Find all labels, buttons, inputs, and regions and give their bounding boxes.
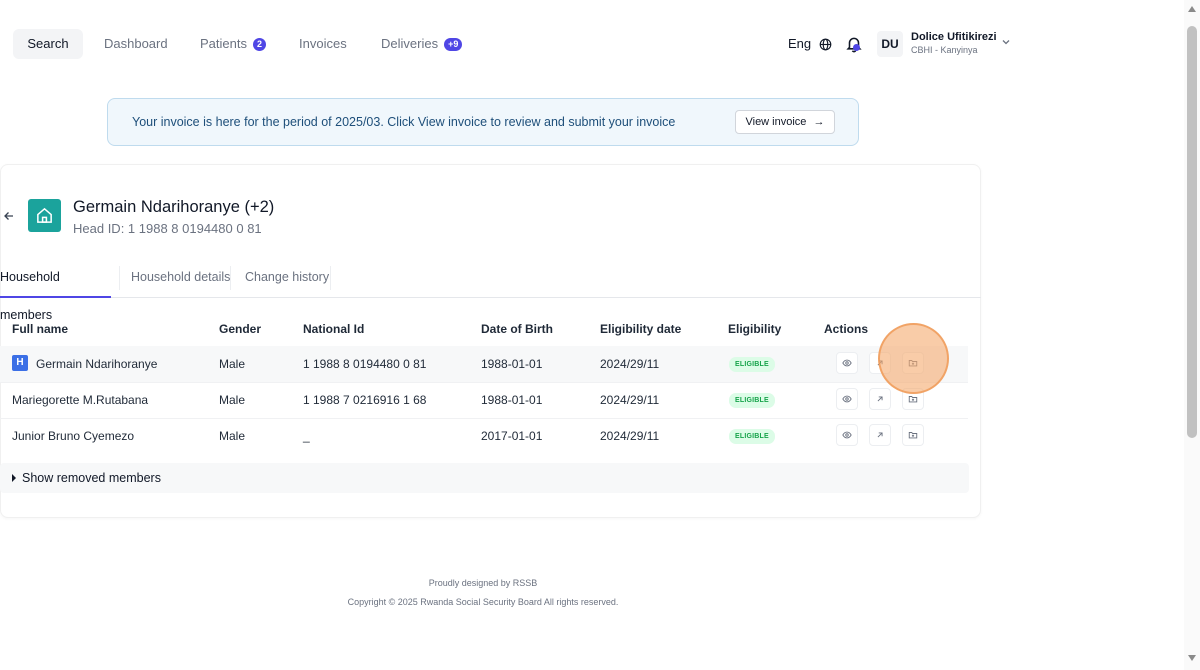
eye-icon bbox=[842, 431, 852, 439]
caret-right-icon bbox=[12, 474, 16, 482]
column-header-gender: Gender bbox=[219, 322, 262, 336]
show-removed-members-toggle[interactable]: Show removed members bbox=[0, 463, 969, 493]
tab-household-members[interactable]: Household members bbox=[0, 258, 111, 322]
home-icon bbox=[37, 207, 52, 223]
arrow-up-right-icon bbox=[877, 396, 883, 402]
scroll-down-arrow-icon[interactable] bbox=[1188, 655, 1196, 661]
view-button[interactable] bbox=[836, 352, 858, 374]
footer-credit: Proudly designed by RSSB bbox=[428, 578, 538, 588]
nav-invoices[interactable]: Invoices bbox=[299, 36, 347, 51]
footer-copyright: Copyright © 2025 Rwanda Social Security … bbox=[347, 597, 619, 607]
household-tabs: Household members Household details Chan… bbox=[0, 258, 981, 322]
vertical-scrollbar[interactable] bbox=[1184, 0, 1200, 670]
banner-message: Your invoice is here for the period of 2… bbox=[132, 115, 676, 129]
nav-patients[interactable]: Patients 2 bbox=[200, 29, 266, 59]
member-eligibility-date: 2024/29/11 bbox=[600, 393, 660, 407]
top-navigation: Search Dashboard Patients 2 Invoices Deli… bbox=[0, 0, 1184, 88]
member-national-id: 1 1988 8 0194480 0 81 bbox=[303, 357, 427, 371]
nav-patients-label: Patients bbox=[200, 36, 247, 51]
member-name: Mariegorette M.Rutabana bbox=[12, 393, 149, 407]
eligibility-badge: ELIGIBLE bbox=[729, 393, 775, 408]
eligibility-badge: ELIGIBLE bbox=[729, 429, 775, 444]
row-divider bbox=[0, 382, 968, 383]
arrow-up-right-icon bbox=[877, 432, 883, 438]
tab-household-details[interactable]: Household details bbox=[131, 270, 231, 284]
household-card bbox=[0, 164, 981, 518]
view-button[interactable] bbox=[836, 388, 858, 410]
table-row: H Germain Ndarihoranye Male 1 1988 8 019… bbox=[0, 346, 968, 382]
row-divider bbox=[0, 418, 968, 419]
column-header-eligibility: Eligibility bbox=[728, 322, 782, 336]
eye-icon bbox=[842, 395, 852, 403]
deliveries-count-badge: +9 bbox=[444, 38, 463, 51]
nav-dashboard[interactable]: Dashboard bbox=[104, 36, 168, 51]
eye-icon bbox=[842, 359, 852, 367]
nav-deliveries[interactable]: Deliveries +9 bbox=[381, 29, 463, 59]
member-dob: 1988-01-01 bbox=[481, 393, 543, 407]
member-eligibility-date: 2024/29/11 bbox=[600, 429, 660, 443]
patients-count-badge: 2 bbox=[252, 38, 266, 51]
member-national-id: _ bbox=[303, 429, 310, 443]
household-title: Germain Ndarihoranye (+2) bbox=[73, 198, 275, 216]
household-avatar bbox=[28, 199, 61, 232]
member-gender: Male bbox=[219, 357, 246, 371]
member-gender: Male bbox=[219, 429, 246, 443]
member-name: Germain Ndarihoranye bbox=[36, 357, 158, 371]
globe-icon bbox=[819, 38, 832, 51]
eligibility-badge: ELIGIBLE bbox=[729, 357, 775, 372]
chevron-down-icon[interactable] bbox=[1001, 37, 1011, 47]
tab-divider bbox=[330, 266, 331, 290]
click-indicator bbox=[878, 323, 949, 394]
scrollbar-thumb[interactable] bbox=[1187, 26, 1197, 438]
scroll-up-arrow-icon[interactable] bbox=[1188, 6, 1196, 12]
show-removed-members-label: Show removed members bbox=[22, 471, 161, 485]
member-name: Junior Bruno Cyemezo bbox=[12, 429, 135, 443]
view-invoice-button[interactable]: View invoice → bbox=[735, 110, 835, 134]
folder-plus-icon bbox=[908, 396, 918, 403]
member-national-id: 1 1988 7 0216916 1 68 bbox=[303, 393, 427, 407]
back-arrow-icon[interactable] bbox=[3, 210, 15, 222]
nav-deliveries-label: Deliveries bbox=[381, 36, 439, 51]
transfer-button[interactable] bbox=[869, 388, 891, 410]
move-to-folder-button[interactable] bbox=[902, 424, 924, 446]
member-dob: 2017-01-01 bbox=[481, 429, 543, 443]
avatar[interactable]: DU bbox=[877, 31, 903, 57]
nav-search[interactable]: Search bbox=[13, 29, 83, 59]
household-head-id: Head ID: 1 1988 8 0194480 0 81 bbox=[73, 221, 262, 236]
column-header-eligibility-date: Eligibility date bbox=[600, 322, 682, 336]
folder-plus-icon bbox=[908, 432, 918, 439]
language-label: Eng bbox=[788, 36, 812, 51]
view-invoice-label: View invoice bbox=[745, 116, 807, 128]
column-header-date-of-birth: Date of Birth bbox=[481, 322, 553, 336]
invoice-banner: Your invoice is here for the period of 2… bbox=[107, 98, 859, 146]
member-dob: 1988-01-01 bbox=[481, 357, 543, 371]
column-header-national-id: National Id bbox=[303, 322, 365, 336]
table-row: Junior Bruno Cyemezo Male _ 2017-01-01 2… bbox=[0, 418, 968, 454]
member-eligibility-date: 2024/29/11 bbox=[600, 357, 660, 371]
tab-divider bbox=[230, 266, 231, 290]
view-button[interactable] bbox=[836, 424, 858, 446]
head-of-household-badge: H bbox=[12, 355, 28, 371]
language-selector[interactable]: Eng bbox=[788, 29, 832, 59]
column-header-full-name: Full name bbox=[12, 322, 69, 336]
member-gender: Male bbox=[219, 393, 246, 407]
column-header-actions: Actions bbox=[824, 322, 869, 336]
notification-dot bbox=[853, 44, 860, 51]
tab-divider bbox=[119, 266, 120, 290]
arrow-right-icon: → bbox=[813, 116, 825, 128]
user-role: CBHI - Kanyinya bbox=[911, 45, 978, 55]
transfer-button[interactable] bbox=[869, 424, 891, 446]
table-row: Mariegorette M.Rutabana Male 1 1988 7 02… bbox=[0, 382, 968, 418]
user-name: Dolice Ufitikirezi bbox=[911, 31, 997, 43]
tab-change-history[interactable]: Change history bbox=[245, 270, 330, 284]
